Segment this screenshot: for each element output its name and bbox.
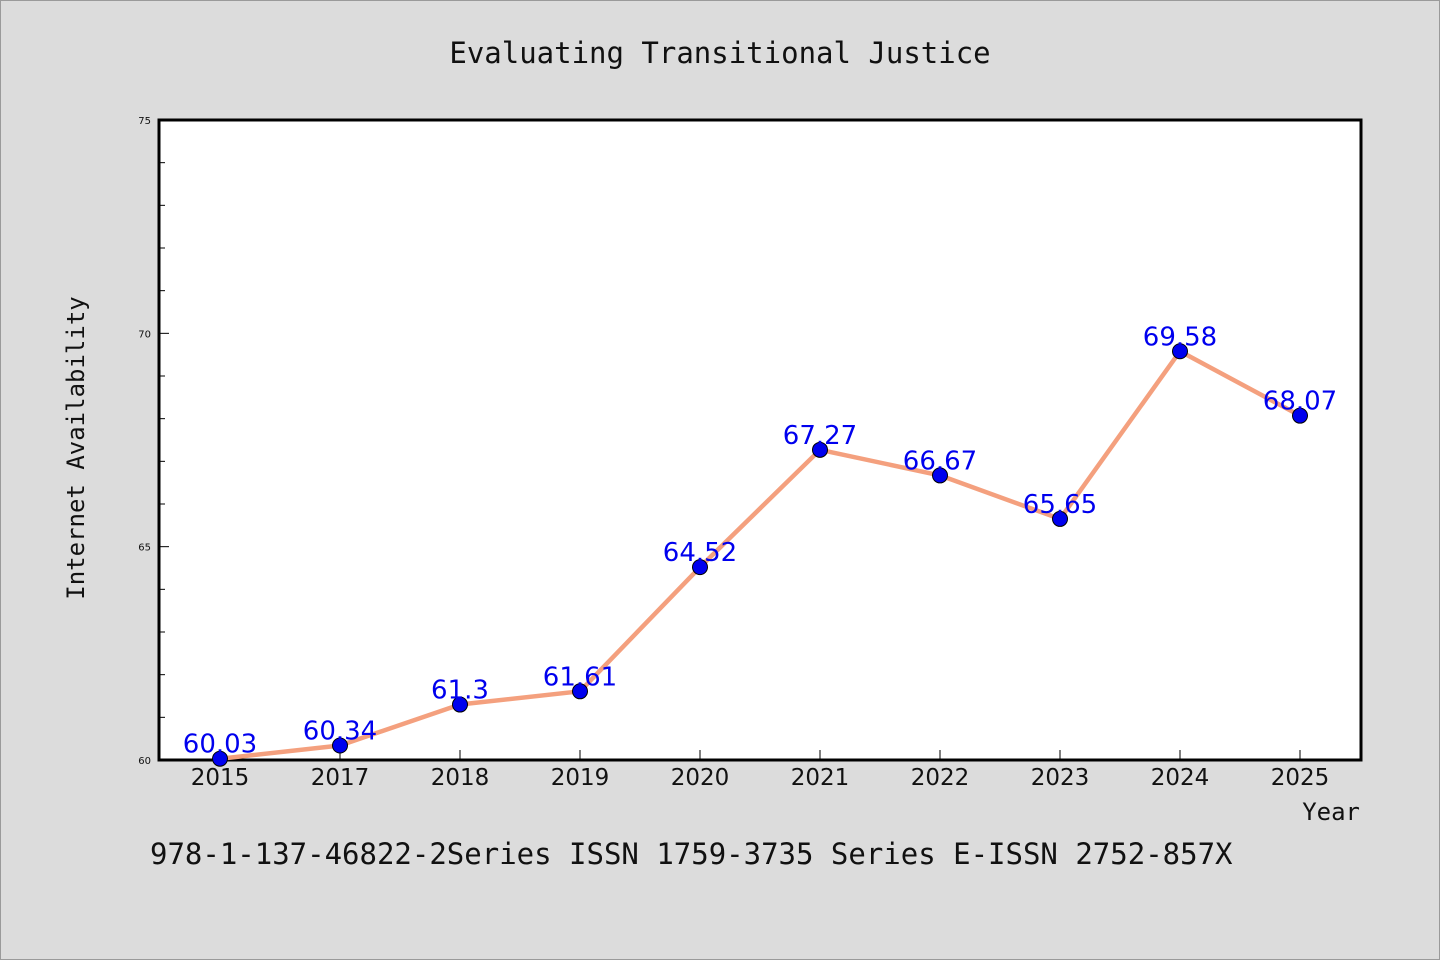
data-label: 60.34 bbox=[303, 716, 377, 746]
x-tick-label: 2015 bbox=[191, 765, 250, 791]
y-axis: 60 65 70 75 bbox=[138, 116, 169, 767]
data-point bbox=[932, 467, 948, 484]
footer-isbn-issn: 978-1-137-46822-2Series ISSN 1759-3735 S… bbox=[150, 837, 1233, 871]
data-label: 60.03 bbox=[183, 730, 257, 760]
data-point bbox=[572, 683, 588, 700]
data-label: 61.3 bbox=[431, 676, 489, 706]
x-tick-label: 2021 bbox=[791, 765, 850, 791]
y-tick-label: 70 bbox=[138, 329, 151, 340]
data-label: 61.61 bbox=[543, 662, 617, 692]
x-tick-label: 2020 bbox=[671, 765, 730, 791]
chart-title: Evaluating Transitional Justice bbox=[449, 36, 990, 70]
data-label: 68.07 bbox=[1263, 387, 1337, 417]
series-line bbox=[217, 349, 1303, 761]
y-tick-label: 65 bbox=[138, 543, 151, 554]
y-axis-label: Internet Availability bbox=[62, 296, 90, 599]
data-point bbox=[1292, 407, 1308, 424]
data-point bbox=[452, 696, 468, 713]
data-label: 69.58 bbox=[1143, 322, 1217, 352]
x-tick-label: 2017 bbox=[311, 765, 370, 791]
x-tick-label: 2023 bbox=[1031, 765, 1090, 791]
x-tick-label: 2019 bbox=[551, 765, 610, 791]
x-tick-label: 2024 bbox=[1151, 765, 1210, 791]
data-label: 66.67 bbox=[903, 446, 977, 476]
x-tick-label: 2025 bbox=[1271, 765, 1330, 791]
x-tick-label: 2018 bbox=[431, 765, 490, 791]
data-label: 65.65 bbox=[1023, 490, 1097, 520]
series-markers bbox=[212, 343, 1308, 767]
data-labels: 60.03 60.34 61.3 61.61 64.52 67.27 66.67 65.65 6… bbox=[183, 322, 1337, 759]
x-axis-label: Year bbox=[1302, 798, 1360, 826]
data-label: 64.52 bbox=[663, 538, 737, 568]
x-axis: 2015 2017 2018 2019 2020 2021 2022 2023 2024 2025 bbox=[191, 750, 1330, 791]
plot-area bbox=[157, 118, 1363, 762]
data-point bbox=[1052, 510, 1068, 527]
y-tick-label: 60 bbox=[138, 756, 151, 767]
y-tick-label: 75 bbox=[138, 116, 151, 127]
data-point bbox=[1172, 343, 1188, 360]
data-label: 67.27 bbox=[783, 421, 857, 451]
data-point bbox=[332, 737, 348, 754]
data-point bbox=[692, 559, 708, 576]
data-point bbox=[812, 441, 828, 458]
x-tick-label: 2022 bbox=[911, 765, 970, 791]
data-point bbox=[212, 750, 228, 767]
